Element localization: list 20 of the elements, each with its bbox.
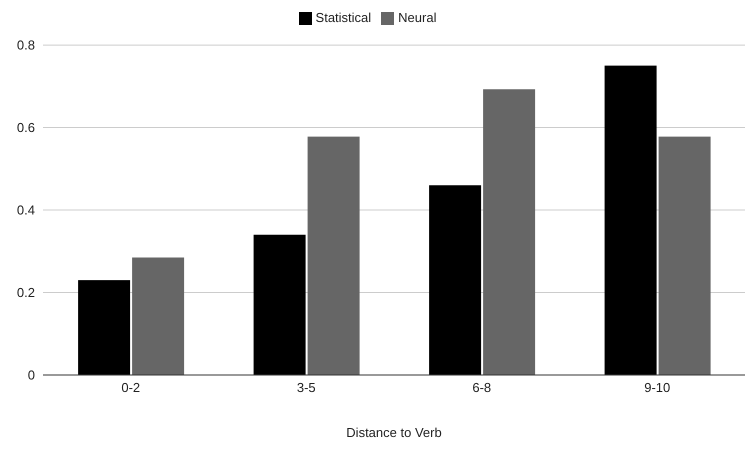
x-tick-label: 6-8 [472, 380, 492, 396]
bar [132, 257, 184, 375]
y-tick-label: 0.2 [16, 285, 35, 300]
bar [429, 185, 482, 375]
y-tick-label: 0.6 [16, 120, 35, 136]
legend-label: Neural [398, 10, 436, 25]
y-tick-label: 0.4 [16, 202, 35, 218]
y-tick-label: 0 [28, 368, 35, 383]
bar [604, 66, 657, 375]
bar [78, 280, 130, 375]
x-tick-label: 3-5 [296, 380, 316, 396]
x-tick-label: 9-10 [644, 380, 670, 396]
legend-label: Statistical [316, 10, 372, 25]
x-tick-label: 0-2 [121, 380, 140, 396]
x-axis-title: Distance to Verb [346, 425, 442, 440]
bar [308, 136, 360, 375]
bar [254, 234, 306, 375]
bar [483, 89, 536, 375]
bar [658, 136, 711, 375]
y-tick-label: 0.8 [16, 38, 35, 53]
